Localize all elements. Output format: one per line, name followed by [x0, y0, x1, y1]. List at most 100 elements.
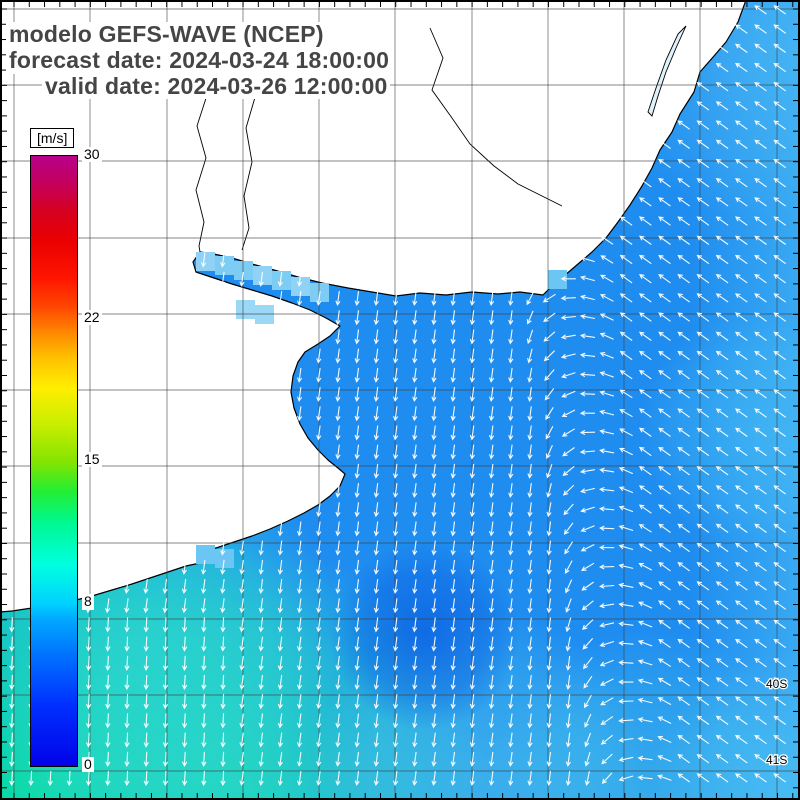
wind-arrow: [316, 655, 322, 671]
wind-arrow: [105, 732, 111, 748]
wind-arrow: [508, 675, 514, 691]
wind-arrow: [392, 771, 399, 787]
wind-arrow: [734, 485, 748, 495]
colorbar-tick-label: 30: [82, 146, 102, 163]
wind-arrow: [450, 521, 456, 537]
wind-arrow: [754, 619, 767, 629]
wind-arrow: [258, 598, 264, 614]
wind-arrow: [658, 408, 671, 418]
wind-arrow: [638, 350, 652, 361]
wind-arrow: [527, 655, 533, 671]
wind-arrow: [565, 598, 572, 613]
wind-arrow: [579, 391, 596, 397]
wind-arrow: [715, 158, 729, 169]
wind-arrow: [316, 521, 322, 537]
wind-arrow: [773, 408, 787, 418]
wind-arrow: [373, 444, 379, 460]
wind-arrow: [754, 542, 767, 553]
colorbar-tick-label: 15: [82, 451, 102, 468]
wind-arrow: [143, 579, 149, 595]
wind-arrow: [580, 275, 595, 282]
wind-arrow: [354, 291, 360, 307]
wind-arrow: [373, 463, 379, 479]
wind-arrow: [715, 139, 729, 149]
wind-arrow: [162, 751, 169, 767]
wind-arrow: [220, 694, 226, 710]
wind-arrow: [696, 408, 710, 418]
wind-arrow: [715, 446, 729, 457]
wind-arrow: [638, 485, 652, 495]
wind-arrow: [469, 694, 475, 710]
wind-arrow: [677, 600, 691, 610]
latitude-label: 41S: [766, 753, 787, 767]
wind-arrow: [677, 677, 691, 687]
wind-arrow: [637, 717, 653, 723]
wind-arrow: [579, 371, 596, 378]
wind-arrow: [450, 655, 456, 671]
wind-arrow: [373, 617, 379, 633]
wind-arrow: [599, 506, 615, 512]
wind-arrow: [392, 348, 399, 364]
wind-arrow: [66, 770, 73, 787]
wind-arrow: [277, 598, 283, 614]
wind-arrow: [162, 598, 168, 614]
wind-arrow: [162, 713, 169, 729]
wind-arrow: [599, 429, 615, 435]
wind-arrow: [618, 544, 634, 551]
wind-arrow: [431, 655, 437, 671]
wind-arrow: [392, 329, 399, 345]
wind-arrow: [316, 579, 322, 595]
wind-arrow: [296, 521, 303, 537]
wind-arrow: [392, 694, 399, 710]
wind-arrow: [696, 139, 710, 149]
wind-arrow: [677, 658, 691, 668]
wind-arrow: [677, 254, 691, 265]
wind-arrow: [599, 659, 614, 667]
wind-arrow: [715, 120, 729, 130]
wind-arrow: [469, 463, 475, 479]
wind-arrow: [773, 754, 787, 764]
wind-arrow: [392, 483, 399, 499]
wind-arrow: [754, 350, 767, 361]
wind-arrow: [637, 678, 653, 685]
wind-arrow: [296, 387, 303, 403]
wind-arrow: [9, 751, 15, 767]
wind-arrow: [715, 312, 729, 322]
wind-arrow: [373, 540, 379, 556]
wind-arrow: [335, 367, 341, 383]
wind-arrow: [618, 621, 634, 627]
wind-arrow: [527, 751, 533, 767]
wind-arrow: [201, 617, 207, 633]
wind-arrow: [564, 541, 574, 555]
wind-arrow: [469, 636, 475, 652]
wind-arrow: [526, 310, 534, 325]
wind-arrow: [584, 732, 592, 748]
coastal-ocean-cell: [548, 270, 567, 289]
wind-arrow: [277, 559, 283, 575]
wind-arrow: [619, 312, 633, 322]
wind-arrow: [773, 773, 787, 783]
wind-arrow: [9, 636, 15, 652]
wind-arrow: [9, 713, 15, 729]
wind-arrow: [527, 771, 533, 787]
wind-arrow: [469, 425, 475, 441]
wind-arrow: [508, 579, 514, 595]
wind-arrow: [296, 655, 303, 671]
wind-arrow: [9, 674, 15, 691]
wind-arrow: [220, 732, 226, 748]
wind-arrow: [599, 409, 615, 416]
wind-arrow: [544, 369, 555, 381]
wind-arrow: [258, 675, 264, 691]
wind-arrow: [373, 329, 379, 345]
wind-arrow: [677, 370, 691, 380]
wind-arrow: [618, 737, 634, 743]
wind-arrow: [773, 446, 787, 457]
wind-arrow: [580, 294, 595, 301]
wind-arrow: [754, 158, 767, 169]
wind-arrow: [754, 389, 767, 399]
wind-arrow: [527, 579, 533, 595]
wind-arrow: [162, 655, 169, 671]
wind-arrow: [658, 216, 671, 226]
wind-arrow: [373, 291, 379, 307]
colorbar-tick-label: 8: [82, 593, 94, 610]
